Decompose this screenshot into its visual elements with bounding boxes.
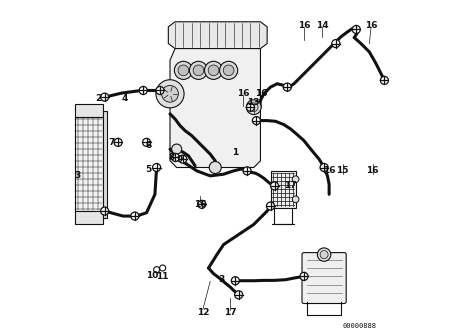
Bar bbox=[74, 104, 103, 117]
Circle shape bbox=[209, 161, 221, 174]
Text: 15: 15 bbox=[336, 166, 349, 175]
Circle shape bbox=[100, 207, 109, 215]
Circle shape bbox=[171, 153, 179, 161]
Circle shape bbox=[253, 117, 260, 125]
Circle shape bbox=[300, 272, 308, 280]
Circle shape bbox=[271, 182, 279, 190]
Polygon shape bbox=[168, 22, 267, 49]
Circle shape bbox=[193, 65, 204, 76]
Bar bbox=[74, 211, 103, 224]
Circle shape bbox=[283, 83, 291, 91]
Text: 13: 13 bbox=[247, 98, 260, 107]
Circle shape bbox=[204, 61, 223, 79]
Text: 1: 1 bbox=[232, 148, 238, 157]
Circle shape bbox=[156, 86, 164, 94]
Circle shape bbox=[174, 61, 192, 79]
Text: 00000888: 00000888 bbox=[342, 323, 376, 329]
Circle shape bbox=[243, 167, 251, 175]
Circle shape bbox=[235, 291, 243, 299]
Text: 16: 16 bbox=[194, 200, 206, 209]
Text: 16: 16 bbox=[255, 89, 268, 98]
Circle shape bbox=[219, 61, 237, 79]
Text: 5: 5 bbox=[145, 165, 151, 174]
Text: 16: 16 bbox=[298, 21, 310, 29]
Bar bbox=[271, 171, 296, 208]
Circle shape bbox=[352, 25, 360, 34]
Text: 11: 11 bbox=[156, 272, 169, 281]
Circle shape bbox=[249, 103, 258, 112]
Circle shape bbox=[320, 163, 328, 172]
Text: 16: 16 bbox=[365, 21, 377, 29]
Bar bbox=[74, 117, 103, 211]
Text: 3: 3 bbox=[75, 172, 81, 180]
Circle shape bbox=[143, 138, 151, 146]
Circle shape bbox=[320, 251, 328, 259]
Circle shape bbox=[172, 144, 182, 154]
Text: 4: 4 bbox=[122, 94, 128, 103]
Circle shape bbox=[162, 85, 178, 102]
Circle shape bbox=[198, 200, 206, 208]
Circle shape bbox=[131, 212, 139, 220]
Text: 17: 17 bbox=[284, 182, 297, 190]
Circle shape bbox=[156, 80, 184, 108]
Text: 12: 12 bbox=[197, 308, 209, 317]
Circle shape bbox=[223, 65, 234, 76]
Text: 2: 2 bbox=[95, 94, 101, 103]
Circle shape bbox=[179, 155, 187, 163]
Text: 14: 14 bbox=[316, 21, 329, 29]
Circle shape bbox=[100, 93, 109, 101]
Circle shape bbox=[332, 40, 340, 48]
Text: 9: 9 bbox=[177, 155, 183, 163]
Text: 17: 17 bbox=[224, 308, 237, 317]
Circle shape bbox=[318, 248, 331, 261]
Text: 6: 6 bbox=[145, 141, 151, 150]
Circle shape bbox=[292, 176, 299, 183]
Circle shape bbox=[153, 163, 161, 172]
Text: 8: 8 bbox=[169, 153, 175, 162]
Text: 10: 10 bbox=[146, 271, 159, 280]
Circle shape bbox=[114, 138, 122, 146]
Text: 16: 16 bbox=[323, 166, 336, 175]
Circle shape bbox=[190, 61, 208, 79]
FancyBboxPatch shape bbox=[302, 253, 346, 304]
Circle shape bbox=[246, 100, 261, 115]
Text: 3: 3 bbox=[219, 275, 225, 284]
Polygon shape bbox=[170, 49, 260, 168]
Text: 16: 16 bbox=[237, 89, 250, 98]
Text: 16: 16 bbox=[366, 166, 379, 175]
Circle shape bbox=[208, 65, 219, 76]
Circle shape bbox=[266, 202, 274, 210]
Circle shape bbox=[380, 76, 388, 84]
Text: 7: 7 bbox=[108, 138, 115, 147]
Circle shape bbox=[246, 103, 255, 111]
Circle shape bbox=[160, 265, 165, 271]
Circle shape bbox=[154, 267, 160, 273]
Circle shape bbox=[292, 196, 299, 203]
Circle shape bbox=[139, 86, 147, 94]
Bar bbox=[103, 111, 107, 218]
Circle shape bbox=[231, 277, 239, 285]
Circle shape bbox=[178, 65, 189, 76]
